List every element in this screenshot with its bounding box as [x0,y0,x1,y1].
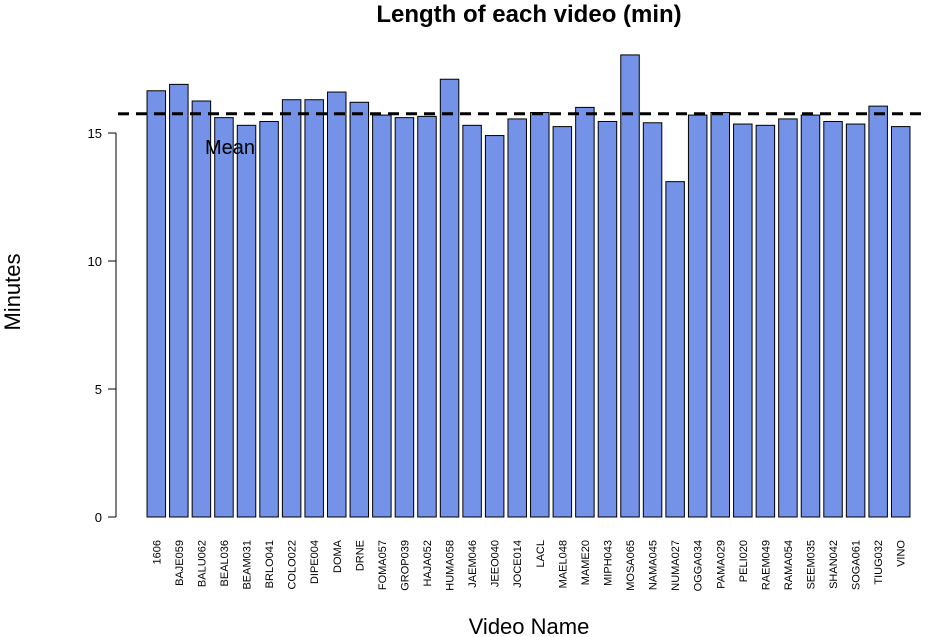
bar-jaem046 [462,124,482,518]
x-tick-label: BALU062 [196,540,208,587]
bars-group [146,54,911,518]
y-tick-label: 0 [95,510,102,525]
bar-brlo041 [259,120,279,518]
bar-pama029 [710,112,730,518]
x-tick-label: FOMA057 [377,540,389,590]
x-tick-labels: 1606 BAJE059 BALU062 BEAL036 BEAM031 BRLO041 C… [151,539,907,591]
x-tick-label: RAMA054 [783,540,795,590]
chart-title: Length of each video (min) [376,1,681,28]
x-tick-label: DOMA [332,539,344,573]
bar-peli020 [733,123,753,518]
bar-dipe004 [304,99,324,518]
bar-jeeo040 [484,135,505,518]
bar-huma058 [439,78,460,518]
bar-beal036 [214,117,234,518]
x-tick-label: MAEL048 [557,540,569,588]
x-tick-label: HAJA052 [422,540,434,586]
bar-numa027 [665,181,685,518]
y-tick-label: 15 [88,126,102,141]
bar-rama054 [778,118,798,518]
x-tick-label: MOSA065 [625,540,637,591]
bar-balu062 [191,100,212,518]
x-tick-label: OGGA034 [693,540,705,591]
x-tick-label: SHAN042 [828,540,840,589]
x-tick-label: BEAL036 [219,540,231,586]
x-tick-label: MIPH043 [602,540,614,586]
bar-colo022 [281,99,302,518]
x-tick-label: BAJE059 [174,540,186,586]
bar-shan042 [823,120,843,518]
bar-vino [890,126,911,518]
bar-drne [349,101,370,518]
x-tick-label: SOGA061 [851,540,863,590]
x-tick-label: GROP039 [399,540,411,591]
x-tick-label: PAMA029 [715,540,727,589]
x-tick-label: LACL [535,540,547,568]
x-tick-label: BRLO041 [264,540,276,588]
bar-doma [327,91,347,518]
x-axis-label: Video Name [469,614,590,637]
bar-miph043 [597,120,618,518]
x-tick-label: VINO [896,540,908,567]
y-axis-label: Minutes [0,253,25,330]
bar-soga061 [845,123,866,518]
x-tick-label: DIPE004 [309,540,321,584]
bar-ogga034 [687,114,708,518]
bar-1606 [146,90,167,518]
y-axis: 0 5 10 15 [88,126,117,525]
bar-tiug032 [868,105,888,518]
x-tick-label: TIUG032 [873,540,885,585]
x-tick-label: COLO022 [287,540,299,590]
x-tick-label: NAMA045 [648,540,660,590]
bar-foma057 [372,114,392,518]
bar-mosa065 [620,54,640,518]
x-tick-label: NUMA027 [670,540,682,591]
x-tick-label: SEEM035 [805,540,817,590]
bar-lacl [530,112,550,518]
bar-raem049 [755,124,776,518]
bar-nama045 [642,122,663,518]
x-tick-label: RAEM049 [760,540,772,590]
x-tick-label: HUMA058 [445,540,457,591]
bar-haja052 [417,115,437,518]
x-tick-label: JEEO040 [490,540,502,587]
bar-baje059 [169,83,189,518]
bar-seem035 [800,114,821,518]
x-tick-label: DRNE [354,540,366,571]
y-tick-label: 5 [95,382,102,397]
x-tick-label: JAEM046 [467,540,479,588]
y-tick-label: 10 [88,254,102,269]
x-tick-label: JOCE014 [512,540,524,588]
x-tick-label: MAME20 [580,540,592,585]
bar-grop039 [394,117,415,518]
bar-joce014 [507,118,527,518]
bar-mame20 [575,106,595,518]
x-tick-label: 1606 [151,540,163,564]
bar-beam031 [236,124,257,518]
x-tick-label: BEAM031 [242,540,254,590]
bar-mael048 [552,126,573,518]
mean-label: Mean [205,137,255,159]
x-tick-label: PELI020 [738,540,750,582]
